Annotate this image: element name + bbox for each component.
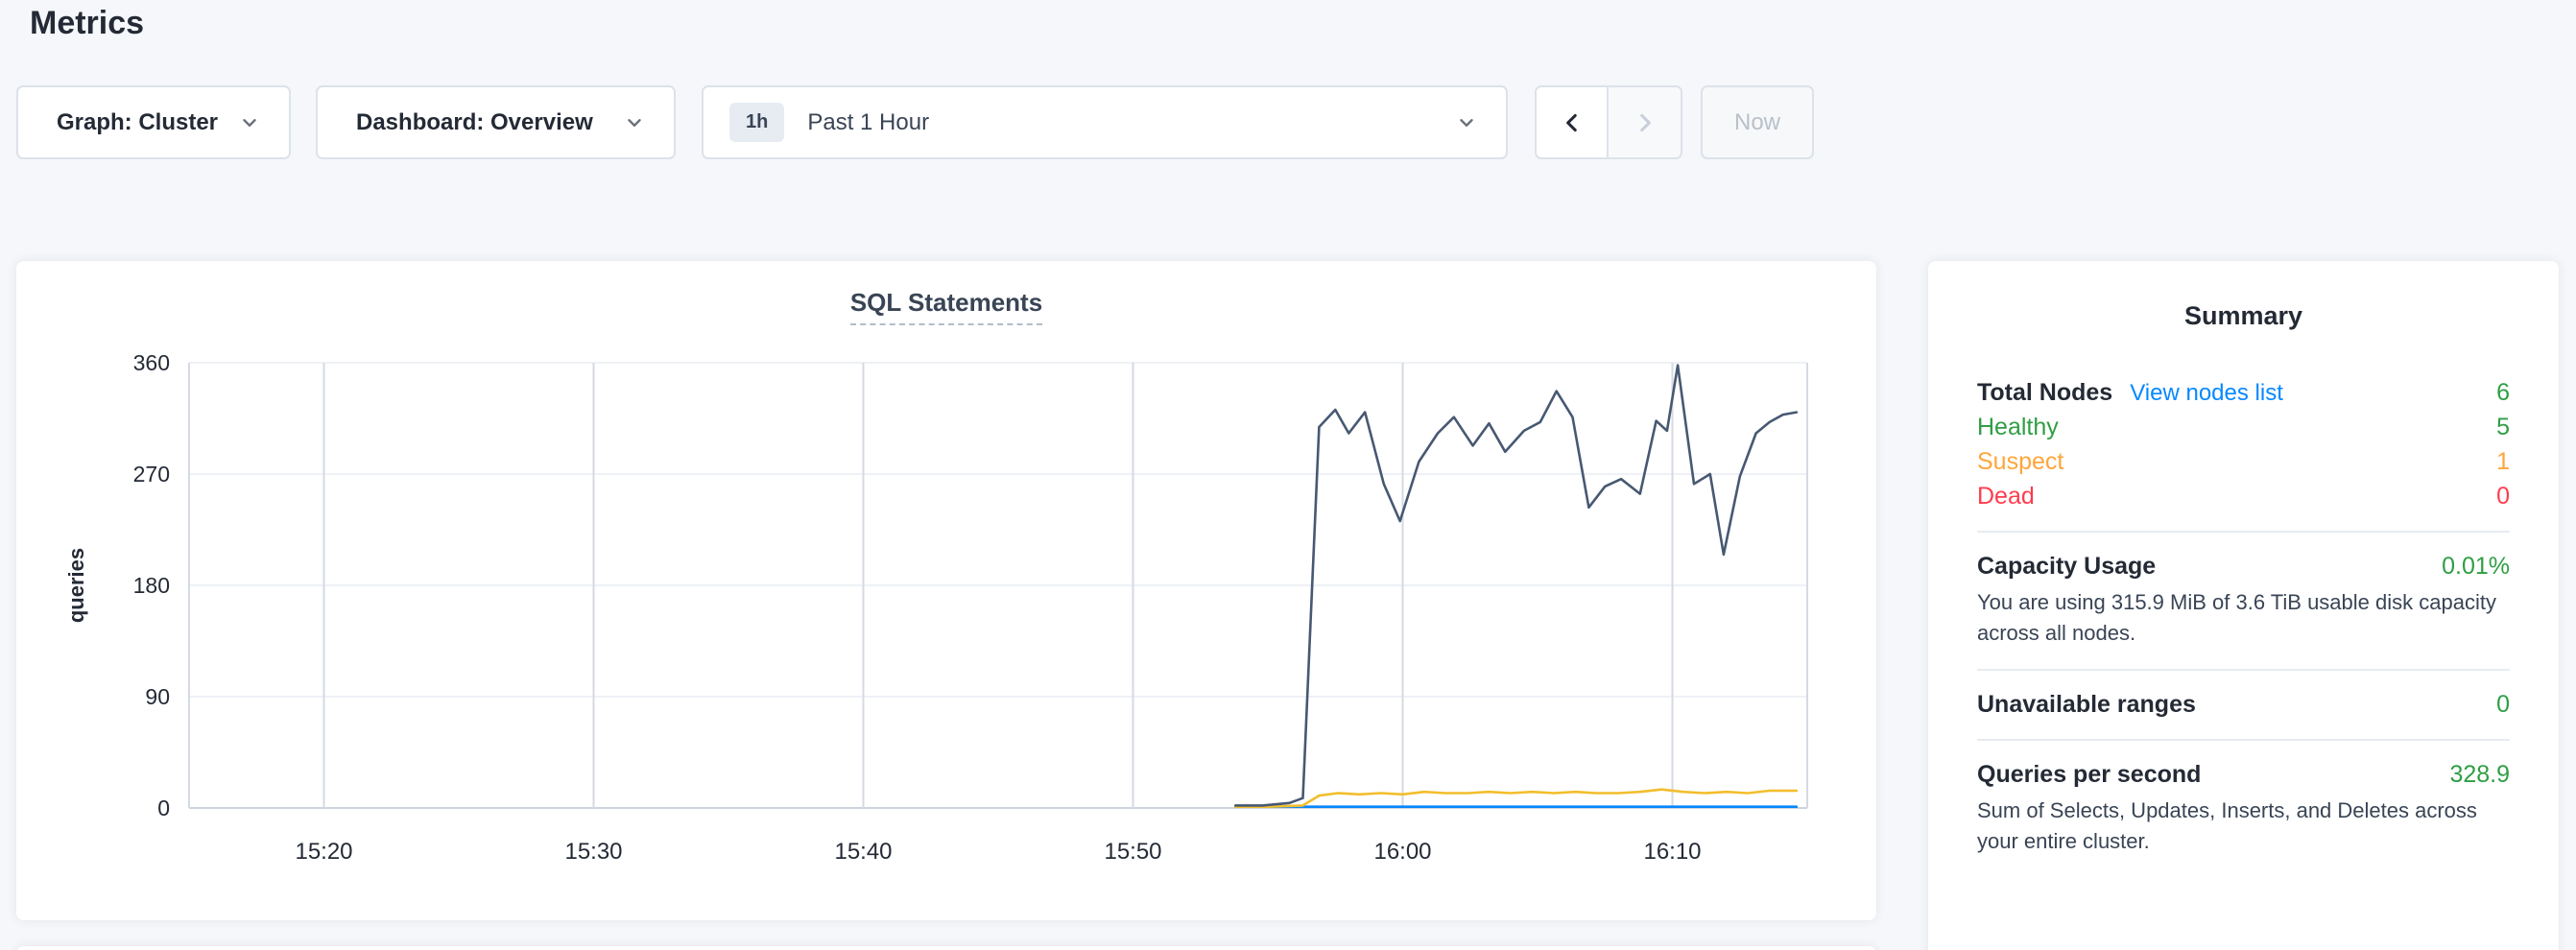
chevron-down-icon	[1460, 118, 1473, 127]
dead-label: Dead	[1977, 483, 2035, 510]
time-back-button[interactable]	[1535, 85, 1609, 159]
summary-title: Summary	[2183, 301, 2303, 330]
qps-description: Sum of Selects, Updates, Inserts, and De…	[1977, 797, 2477, 853]
chart-title-wrap: SQL Statements	[16, 288, 1876, 325]
sql-statements-card: SQL Statements 0 90 180 270 360 15:20 15:30 15:…	[16, 261, 1876, 920]
summary-row-suspect: Suspect 1	[1977, 448, 2510, 476]
svg-text:queries: queries	[64, 548, 88, 623]
qps-label: Queries per second	[1977, 760, 2202, 788]
chart-title[interactable]: SQL Statements	[849, 288, 1043, 325]
divider	[1977, 531, 2510, 533]
chevron-down-icon	[243, 118, 256, 127]
capacity-description: You are using 315.9 MiB of 3.6 TiB usabl…	[1977, 590, 2496, 645]
svg-text:16:10: 16:10	[1643, 839, 1701, 865]
summary-row-unavailable-ranges: Unavailable ranges 0	[1977, 691, 2510, 719]
healthy-value: 5	[2496, 414, 2510, 440]
svg-text:270: 270	[133, 462, 170, 487]
time-range-label: Past 1 Hour	[807, 108, 930, 135]
svg-text:16:00: 16:00	[1373, 839, 1431, 865]
svg-text:15:30: 15:30	[564, 839, 622, 865]
time-range-picker[interactable]: 1h Past 1 Hour	[702, 85, 1508, 159]
svg-text:90: 90	[145, 684, 170, 709]
graph-scope-dropdown[interactable]: Graph: Cluster	[16, 85, 291, 159]
summary-panel: Summary Total Nodes View nodes list 6 He…	[1928, 261, 2559, 950]
now-button[interactable]: Now	[1701, 85, 1814, 159]
summary-row-healthy: Healthy 5	[1977, 414, 2510, 441]
svg-text:0: 0	[157, 796, 170, 820]
dead-value: 0	[2496, 483, 2510, 510]
time-range-badge: 1h	[729, 103, 785, 142]
summary-row-capacity: Capacity Usage 0.01%	[1977, 553, 2510, 581]
svg-text:360: 360	[133, 350, 170, 375]
suspect-label: Suspect	[1977, 448, 2064, 475]
total-nodes-label: Total Nodes	[1977, 379, 2113, 406]
time-step-buttons	[1535, 85, 1682, 159]
page-title: Metrics	[30, 5, 145, 41]
total-nodes-value: 6	[2496, 379, 2510, 406]
sql-statements-chart[interactable]: 0 90 180 270 360 15:20 15:30 15:40 15:50 16:00 16:…	[16, 261, 1876, 894]
graph-scope-label: Graph: Cluster	[57, 108, 219, 135]
chevron-left-icon	[1565, 113, 1577, 131]
capacity-label: Capacity Usage	[1977, 553, 2157, 580]
svg-text:15:40: 15:40	[834, 839, 892, 865]
chevron-down-icon	[628, 118, 641, 127]
summary-row-total-nodes: Total Nodes View nodes list 6	[1977, 379, 2510, 407]
suspect-value: 1	[2496, 448, 2510, 475]
dashboard-dropdown[interactable]: Dashboard: Overview	[316, 85, 676, 159]
view-nodes-link[interactable]: View nodes list	[2130, 380, 2283, 406]
qps-value: 328.9	[2449, 760, 2510, 788]
svg-text:15:50: 15:50	[1104, 839, 1161, 865]
divider	[1977, 738, 2510, 741]
unavailable-ranges-value: 0	[2496, 690, 2510, 718]
unavailable-ranges-label: Unavailable ranges	[1977, 690, 2196, 718]
chevron-right-icon	[1639, 113, 1651, 131]
divider	[1977, 668, 2510, 671]
svg-text:180: 180	[133, 573, 170, 598]
time-forward-button[interactable]	[1609, 85, 1682, 159]
next-chart-card	[16, 946, 1876, 950]
capacity-value: 0.01%	[2442, 553, 2510, 580]
healthy-label: Healthy	[1977, 414, 2059, 440]
dashboard-label: Dashboard: Overview	[356, 108, 593, 135]
svg-text:15:20: 15:20	[295, 839, 352, 865]
summary-row-dead: Dead 0	[1977, 483, 2510, 511]
summary-row-qps: Queries per second 328.9	[1977, 761, 2510, 789]
